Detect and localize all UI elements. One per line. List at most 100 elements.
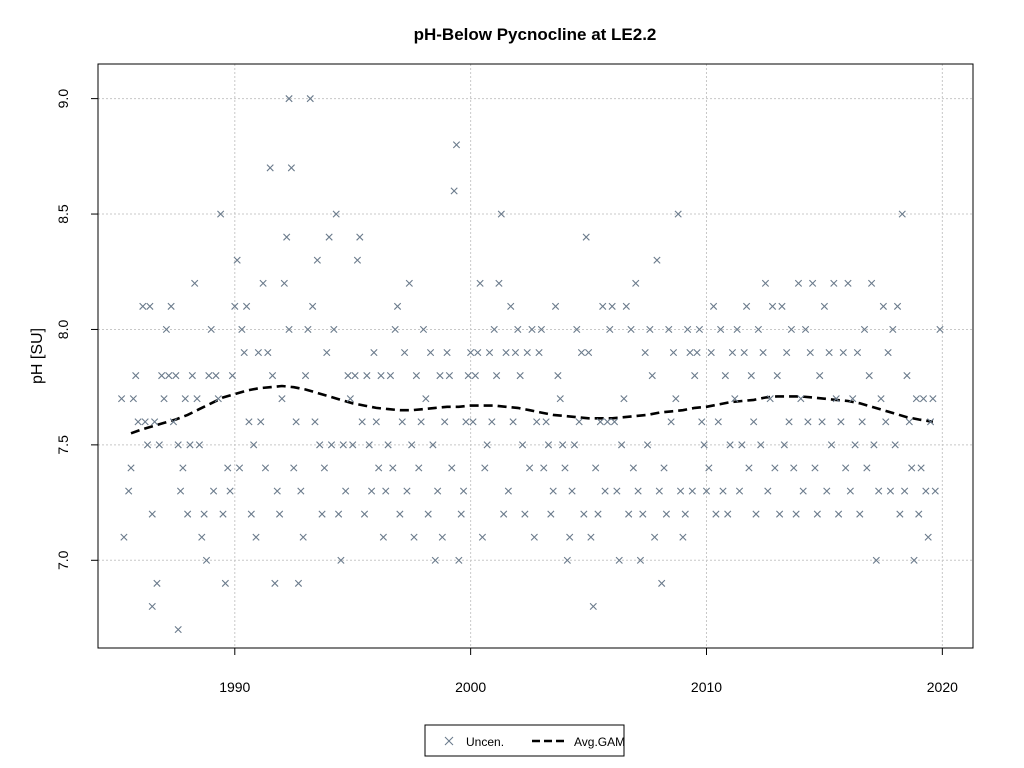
data-point — [174, 625, 182, 634]
data-point — [856, 510, 864, 518]
data-point — [639, 510, 647, 518]
data-point — [120, 533, 128, 541]
data-point — [596, 418, 604, 426]
data-point — [530, 533, 538, 541]
data-point — [412, 372, 420, 380]
data-point — [148, 510, 156, 518]
data-point — [936, 325, 944, 334]
data-point — [580, 510, 588, 518]
data-point — [176, 487, 185, 495]
data-point — [851, 441, 859, 449]
data-point — [776, 510, 784, 518]
data-point — [290, 464, 298, 472]
data-point — [330, 325, 338, 334]
data-point — [615, 556, 623, 564]
data-point — [740, 348, 748, 357]
data-point — [417, 418, 425, 426]
data-point — [344, 372, 352, 380]
data-point — [365, 441, 373, 449]
data-point — [879, 302, 887, 310]
data-point — [686, 348, 694, 357]
data-point — [698, 418, 706, 426]
data-point — [896, 510, 904, 518]
data-point — [712, 510, 720, 518]
data-point — [919, 395, 928, 403]
data-point — [127, 464, 135, 472]
data-point — [733, 325, 741, 334]
data-point — [231, 302, 239, 310]
data-point — [617, 441, 626, 449]
data-point — [924, 533, 932, 541]
data-point — [273, 487, 281, 495]
data-point — [625, 510, 633, 518]
data-point — [158, 372, 166, 380]
data-point — [167, 302, 175, 310]
data-point — [523, 348, 531, 357]
data-point — [500, 510, 508, 518]
data-point — [278, 395, 286, 403]
data-point — [719, 487, 727, 495]
data-point — [438, 533, 446, 541]
data-point — [268, 372, 277, 380]
data-point — [316, 441, 324, 449]
data-point — [528, 325, 536, 334]
data-point — [849, 395, 857, 403]
y-tick-label: 9.0 — [55, 89, 71, 109]
data-point — [669, 348, 678, 357]
data-point — [908, 464, 916, 472]
data-point — [867, 279, 876, 287]
data-point — [738, 441, 746, 449]
data-point — [509, 418, 517, 426]
data-point — [818, 418, 826, 426]
data-point — [573, 325, 581, 334]
x-axis: 1990 2000 2010 2020 — [219, 648, 958, 695]
data-point — [306, 95, 314, 103]
data-point — [367, 487, 376, 495]
data-point — [832, 395, 840, 403]
data-point — [931, 487, 939, 495]
data-point — [891, 441, 899, 449]
data-point — [408, 441, 416, 449]
gridlines — [98, 64, 973, 648]
data-point — [342, 487, 350, 495]
x-tick-label: 2010 — [691, 679, 722, 695]
data-point — [594, 510, 602, 518]
data-point — [882, 418, 890, 426]
data-point — [212, 372, 220, 380]
data-point — [419, 325, 428, 334]
data-point — [759, 348, 767, 357]
data-point — [481, 464, 489, 472]
data-point — [521, 510, 529, 518]
data-point — [813, 510, 821, 518]
data-point — [202, 556, 211, 564]
data-point — [360, 510, 369, 518]
data-point — [875, 487, 883, 495]
points-layer — [117, 95, 944, 634]
data-point — [441, 418, 449, 426]
data-point — [684, 325, 692, 334]
data-point — [724, 510, 732, 518]
data-point — [846, 487, 854, 495]
data-point — [863, 464, 871, 472]
data-point — [221, 579, 229, 587]
data-point — [905, 418, 913, 426]
data-point — [799, 487, 807, 495]
data-point — [297, 487, 305, 495]
data-point — [285, 95, 293, 103]
data-point — [280, 279, 288, 287]
data-point — [768, 302, 777, 310]
data-point — [266, 164, 274, 172]
data-point — [143, 441, 152, 449]
data-point — [750, 418, 758, 426]
data-point — [469, 418, 477, 426]
y-tick-label: 8.5 — [55, 204, 71, 224]
data-point — [146, 302, 154, 310]
data-point — [337, 556, 345, 564]
data-point — [214, 395, 222, 403]
data-point — [816, 372, 824, 380]
data-point — [424, 510, 432, 518]
data-point — [334, 510, 343, 518]
data-point — [200, 510, 208, 518]
data-point — [636, 556, 645, 564]
